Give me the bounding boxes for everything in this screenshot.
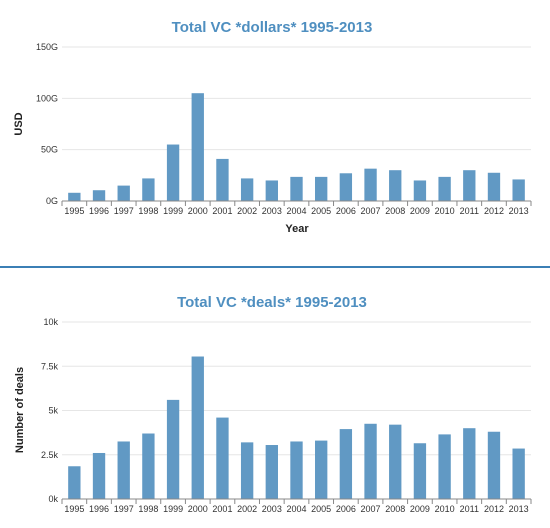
dollars-bar-1999 bbox=[166, 144, 180, 201]
dollars-bar-2010 bbox=[438, 176, 451, 201]
deals-x-tick-label: 2000 bbox=[188, 504, 208, 514]
deals-y-tick-label: 5k bbox=[48, 406, 58, 416]
dollars-bar-2013 bbox=[512, 179, 525, 201]
deals-bar-2009 bbox=[413, 443, 427, 499]
dollars-bar-2001 bbox=[216, 158, 229, 201]
deals-bar-2002 bbox=[240, 442, 254, 499]
deals-bar-2011 bbox=[463, 428, 476, 499]
deals-x-tick-label: 2008 bbox=[385, 504, 405, 514]
deals-bar-2008 bbox=[389, 424, 402, 499]
deals-bar-1998 bbox=[142, 433, 155, 499]
deals-x-tick-label: 1999 bbox=[163, 504, 183, 514]
dollars-x-tick-label: 2006 bbox=[336, 206, 356, 216]
deals-x-tick-label: 2003 bbox=[262, 504, 282, 514]
dollars-x-tick-label: 2009 bbox=[410, 206, 430, 216]
deals-x-tick-label: 2004 bbox=[286, 504, 306, 514]
dollars-x-tick-label: 1995 bbox=[64, 206, 84, 216]
dollars-bar-2002 bbox=[240, 178, 254, 201]
deals-x-tick-label: 1996 bbox=[89, 504, 109, 514]
dollars-y-tick-label: 0G bbox=[46, 196, 58, 206]
dollars-x-tick-label: 2007 bbox=[361, 206, 381, 216]
deals-y-axis-title: Number of deals bbox=[14, 367, 26, 453]
deals-bar-2000 bbox=[191, 356, 204, 499]
deals-x-tick-label: 2010 bbox=[435, 504, 455, 514]
dollars-bar-2008 bbox=[389, 170, 402, 201]
dollars-x-tick-label: 2000 bbox=[188, 206, 208, 216]
deals-bar-2006 bbox=[339, 429, 353, 499]
deals-bar-1997 bbox=[117, 441, 130, 499]
dollars-bar-2011 bbox=[463, 170, 476, 201]
dollars-y-tick-label: 100G bbox=[36, 93, 58, 103]
dollars-x-tick-label: 2003 bbox=[262, 206, 282, 216]
deals-y-tick-label: 10k bbox=[43, 317, 58, 327]
dollars-x-tick-label: 2008 bbox=[385, 206, 405, 216]
deals-x-tick-label: 2005 bbox=[311, 504, 331, 514]
dollars-bar-2004 bbox=[290, 176, 303, 201]
deals-chart: Total VC *deals* 1995-2013 Number of dea… bbox=[14, 294, 532, 514]
dollars-bar-2007 bbox=[364, 168, 377, 201]
dollars-bar-1995 bbox=[68, 192, 81, 201]
deals-x-tick-label: 2001 bbox=[212, 504, 232, 514]
deals-x-tick-label: 2012 bbox=[484, 504, 504, 514]
dollars-x-tick-label: 2004 bbox=[286, 206, 306, 216]
dollars-chart: Total VC *dollars* 1995-2013 USD Year 0G… bbox=[13, 19, 532, 235]
dollars-bar-1996 bbox=[92, 190, 106, 201]
dollars-x-tick-label: 2002 bbox=[237, 206, 257, 216]
deals-bar-2010 bbox=[438, 434, 451, 499]
dollars-x-tick-label: 2001 bbox=[212, 206, 232, 216]
dollars-x-tick-label: 2012 bbox=[484, 206, 504, 216]
deals-y-tick-label: 2.5k bbox=[41, 450, 59, 460]
deals-bar-2005 bbox=[315, 440, 328, 499]
dollars-x-tick-label: 1996 bbox=[89, 206, 109, 216]
dollars-x-tick-label: 2013 bbox=[509, 206, 529, 216]
dollars-x-tick-label: 2011 bbox=[460, 206, 479, 216]
dollars-y-axis-title: USD bbox=[13, 112, 25, 135]
dollars-bar-2012 bbox=[487, 172, 501, 201]
dollars-bar-2006 bbox=[339, 173, 353, 201]
dollars-y-tick-label: 50G bbox=[41, 145, 58, 155]
deals-x-tick-label: 2007 bbox=[361, 504, 381, 514]
dollars-x-tick-label: 2010 bbox=[435, 206, 455, 216]
deals-bar-2007 bbox=[364, 423, 377, 499]
dollars-y-tick-label: 150G bbox=[36, 42, 58, 52]
dollars-bar-2005 bbox=[315, 176, 328, 201]
deals-bar-1995 bbox=[68, 466, 81, 499]
deals-y-tick-label: 7.5k bbox=[41, 361, 59, 371]
deals-bar-1996 bbox=[92, 452, 106, 499]
dollars-bar-2000 bbox=[191, 93, 204, 201]
deals-bar-1999 bbox=[166, 399, 180, 499]
deals-bar-2001 bbox=[216, 417, 229, 499]
deals-x-tick-label: 2002 bbox=[237, 504, 257, 514]
deals-bar-2013 bbox=[512, 448, 525, 499]
dollars-x-tick-label: 1998 bbox=[138, 206, 158, 216]
dollars-x-tick-label: 1997 bbox=[114, 206, 134, 216]
deals-bar-2012 bbox=[487, 431, 501, 499]
deals-x-tick-label: 1995 bbox=[64, 504, 84, 514]
deals-x-tick-label: 2009 bbox=[410, 504, 430, 514]
dollars-bar-2009 bbox=[413, 180, 427, 201]
deals-x-tick-label: 1997 bbox=[114, 504, 134, 514]
dollars-bar-1998 bbox=[142, 178, 155, 201]
dollars-bar-1997 bbox=[117, 185, 130, 201]
dollars-x-axis-title: Year bbox=[285, 223, 309, 235]
deals-x-tick-label: 2011 bbox=[460, 504, 479, 514]
deals-y-tick-label: 0k bbox=[48, 494, 58, 504]
dollars-chart-title: Total VC *dollars* 1995-2013 bbox=[172, 19, 373, 36]
deals-x-tick-label: 2006 bbox=[336, 504, 356, 514]
dollars-bar-2003 bbox=[265, 180, 278, 201]
deals-x-tick-label: 2013 bbox=[509, 504, 529, 514]
dollars-x-tick-label: 1999 bbox=[163, 206, 183, 216]
deals-chart-title: Total VC *deals* 1995-2013 bbox=[177, 294, 367, 311]
deals-x-tick-label: 1998 bbox=[138, 504, 158, 514]
deals-bar-2003 bbox=[265, 445, 278, 499]
dollars-x-tick-label: 2005 bbox=[311, 206, 331, 216]
deals-bar-2004 bbox=[290, 441, 303, 499]
